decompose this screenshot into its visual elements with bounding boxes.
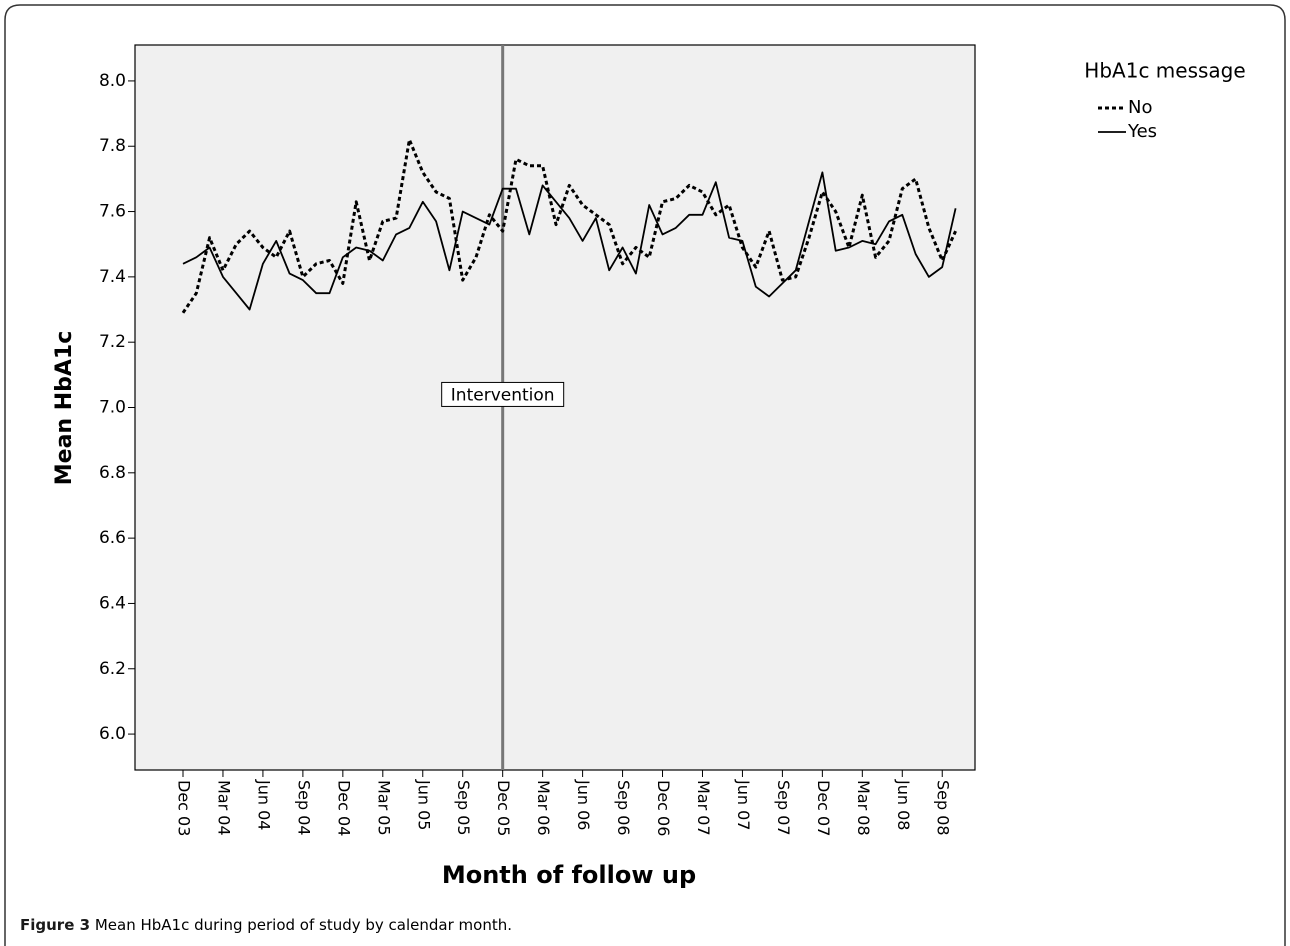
y-tick-label: 6.2 [99, 659, 126, 679]
x-tick-label: Jun 08 [894, 779, 913, 830]
plot-area [134, 44, 976, 771]
caption-text: Mean HbA1c during period of study by cal… [95, 916, 512, 934]
x-tick-label: Sep 04 [294, 780, 313, 836]
y-tick-label: 6.8 [99, 463, 126, 483]
figure-caption: Figure 3 Mean HbA1c during period of stu… [20, 916, 512, 934]
legend-label: Yes [1127, 121, 1157, 142]
y-tick-label: 8.0 [99, 71, 126, 91]
series-line [182, 171, 957, 311]
x-tick-label: Jun 06 [574, 779, 593, 830]
y-tick-label: 6.6 [99, 528, 126, 548]
x-tick-label: Mar 08 [854, 780, 873, 836]
x-tick-label: Jun 05 [414, 779, 433, 830]
legend-label: No [1128, 97, 1152, 118]
x-tick-label: Sep 08 [934, 780, 953, 836]
annotation: Intervention [451, 385, 555, 405]
y-tick-label: 7.8 [99, 136, 126, 156]
x-tick-label: Sep 07 [774, 780, 793, 836]
x-tick-label: Dec 03 [175, 780, 194, 836]
y-axis-title: Mean HbA1c [52, 331, 77, 486]
x-tick-label: Sep 05 [454, 780, 473, 836]
legend-title: HbA1c message [1084, 59, 1245, 83]
y-tick-label: 6.4 [99, 593, 126, 613]
x-tick-label: Dec 04 [334, 780, 353, 836]
x-tick-label: Mar 04 [214, 780, 233, 836]
x-tick-label: Dec 06 [654, 780, 673, 836]
y-tick-label: 7.6 [99, 202, 126, 222]
y-tick-label: 6.0 [99, 724, 126, 744]
x-tick-label: Dec 07 [814, 780, 833, 836]
x-tick-label: Mar 07 [694, 780, 713, 836]
y-tick-label: 7.0 [99, 398, 126, 418]
x-tick-label: Dec 05 [494, 780, 513, 836]
x-tick-label: Jun 04 [254, 779, 273, 830]
y-tick-label: 7.2 [99, 332, 126, 352]
x-tick-label: Sep 06 [614, 780, 633, 836]
figure-border [4, 4, 1286, 946]
x-axis-title: Month of follow up [442, 861, 696, 889]
x-tick-label: Jun 07 [734, 779, 753, 830]
x-tick-label: Mar 06 [534, 780, 553, 836]
caption-label: Figure 3 [20, 916, 90, 934]
y-tick-label: 7.4 [99, 267, 126, 287]
annotation-box [441, 381, 565, 407]
x-tick-label: Mar 05 [374, 780, 393, 836]
